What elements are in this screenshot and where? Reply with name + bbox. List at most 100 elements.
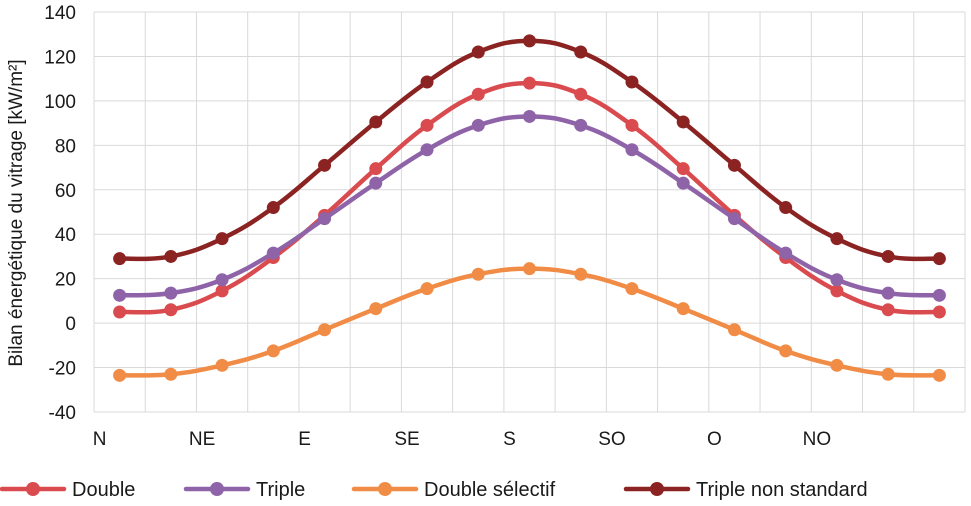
y-tick-label: -40: [49, 403, 76, 424]
data-point: [420, 75, 434, 89]
y-tick-label: 100: [44, 92, 76, 113]
x-tick-label: SE: [394, 429, 419, 450]
x-tick-label: SO: [598, 429, 625, 450]
data-point: [676, 302, 690, 316]
data-point: [164, 303, 178, 317]
data-point: [266, 246, 280, 260]
x-tick-label: NO: [803, 429, 832, 450]
legend-swatch-marker: [210, 482, 224, 496]
data-point: [113, 305, 127, 319]
data-point: [676, 176, 690, 190]
data-point: [574, 267, 588, 281]
data-point: [779, 201, 793, 215]
y-axis-ticks: -40 -20 0 20 40 60 80 100 120 140: [44, 3, 76, 424]
legend-item: Double sélectif: [351, 479, 556, 501]
data-point: [574, 45, 588, 59]
data-point: [471, 267, 485, 281]
y-tick-label: 40: [55, 225, 76, 246]
data-point: [266, 201, 280, 215]
data-point: [369, 302, 383, 316]
data-point: [471, 87, 485, 101]
data-point: [881, 249, 895, 263]
data-point: [523, 109, 536, 123]
data-point: [727, 212, 741, 226]
data-point: [881, 286, 895, 300]
y-tick-label: 140: [44, 3, 76, 24]
data-point: [318, 158, 332, 172]
data-point: [830, 232, 844, 246]
legend-item: Triple non standard: [623, 479, 868, 501]
data-point: [779, 246, 793, 260]
data-point: [625, 143, 639, 157]
data-point: [881, 367, 895, 381]
data-point: [523, 262, 536, 276]
data-point: [625, 75, 639, 89]
data-point: [881, 303, 895, 317]
data-point: [676, 115, 690, 129]
x-tick-label: NE: [189, 429, 215, 450]
legend-item: Triple: [183, 479, 305, 501]
legend-swatch-marker: [378, 482, 392, 496]
data-point: [266, 344, 280, 358]
data-point: [369, 176, 383, 190]
data-point: [830, 284, 844, 298]
data-point: [318, 323, 332, 337]
y-tick-label: -20: [49, 359, 76, 380]
data-point: [215, 232, 229, 246]
data-point: [369, 162, 383, 176]
data-point: [113, 288, 127, 302]
data-point: [164, 367, 178, 381]
data-point: [727, 158, 741, 172]
series-group: [113, 34, 946, 382]
legend: Double Triple Double sélectif Triple non st…: [0, 479, 868, 501]
y-tick-label: 120: [44, 47, 76, 68]
grid: [93, 11, 966, 413]
data-point: [574, 118, 588, 132]
data-point: [420, 118, 434, 132]
data-point: [164, 249, 178, 263]
y-tick-label: 60: [55, 181, 76, 202]
data-point: [932, 252, 946, 266]
data-point: [932, 288, 946, 302]
y-axis-title: Bilan énergétique du vitrage [kW/m²]: [6, 59, 27, 366]
data-point: [625, 118, 639, 132]
data-point: [318, 212, 332, 226]
legend-swatch-marker: [26, 482, 40, 496]
legend-label: Triple: [256, 479, 305, 501]
legend-label: Double: [72, 479, 135, 501]
legend-item: Double: [0, 479, 135, 501]
data-point: [215, 273, 229, 287]
y-tick-label: 20: [55, 270, 76, 291]
series-line: [117, 266, 942, 378]
data-point: [779, 344, 793, 358]
data-point: [830, 358, 844, 372]
y-tick-label: 80: [55, 136, 76, 157]
y-tick-label: 0: [65, 314, 76, 335]
data-point: [471, 118, 485, 132]
data-point: [932, 305, 946, 319]
data-point: [113, 368, 127, 382]
series-1: [113, 109, 946, 302]
data-point: [523, 76, 536, 90]
x-tick-label: E: [298, 429, 311, 450]
x-tick-label: N: [93, 429, 107, 450]
series-line: [117, 38, 942, 262]
data-point: [625, 282, 639, 296]
legend-label: Triple non standard: [696, 479, 868, 501]
data-point: [727, 323, 741, 337]
legend-label: Double sélectif: [424, 479, 556, 501]
data-point: [574, 87, 588, 101]
data-point: [164, 286, 178, 300]
data-point: [420, 282, 434, 296]
data-point: [932, 368, 946, 382]
data-point: [420, 143, 434, 157]
data-point: [523, 34, 536, 48]
data-point: [369, 115, 383, 129]
series-3: [113, 34, 946, 266]
legend-swatch-marker: [650, 482, 664, 496]
data-point: [215, 358, 229, 372]
data-point: [830, 273, 844, 287]
series-2: [113, 262, 946, 382]
x-axis-ticks: N NE E SE S SO O NO: [93, 429, 831, 450]
